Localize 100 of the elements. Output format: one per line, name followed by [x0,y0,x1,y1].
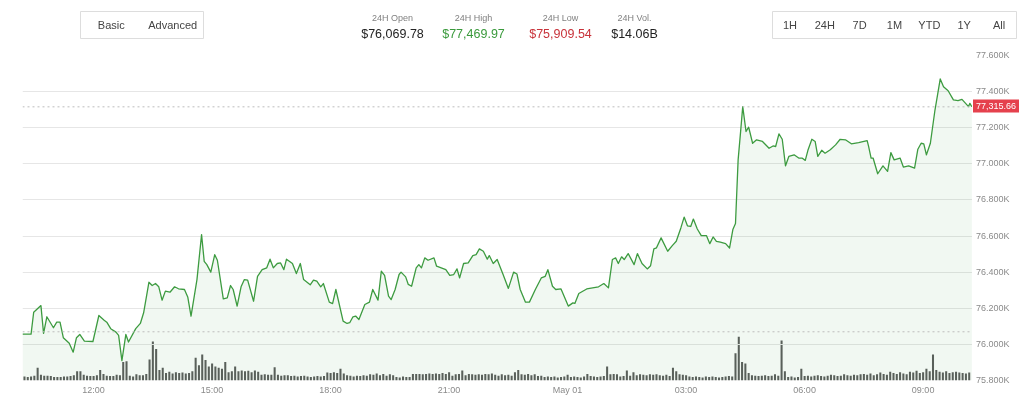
ref-line-label: 77,315.66 [973,99,1020,113]
bar [161,367,164,381]
bar [336,373,339,381]
bar [457,373,461,381]
text: $14.06B [611,26,658,41]
bar [925,368,928,381]
bar [332,372,335,381]
bar [780,340,783,381]
y-tick-label: 77.600K [976,49,1010,60]
bar [141,375,144,381]
bar [286,375,289,381]
bar [250,372,253,381]
bar [342,373,345,381]
x-tick-label: 12:00 [82,384,105,395]
text: 24H Vol. [617,12,652,23]
bar [240,370,243,381]
y-tick-label: 77.000K [976,157,1010,168]
bar [658,375,661,381]
y-tick-label: 76.800K [976,193,1010,204]
bar [244,371,247,381]
bar [441,373,444,381]
x-tick-label: 06:00 [793,384,816,395]
bar [606,366,609,381]
bar [747,373,750,381]
bar [253,370,256,381]
y-tick-label: 75.800K [976,374,1010,385]
bar [122,362,125,381]
bar [421,374,424,381]
bar [174,372,177,381]
bar [425,373,428,381]
bar [675,371,678,381]
text: $77,469.97 [442,26,505,41]
text: All [992,19,1006,31]
bar [339,368,342,381]
y-tick-label: 76.000K [976,338,1010,349]
bar [247,370,250,381]
bar [948,373,951,381]
y-tick-label: 76.600K [976,230,1010,241]
bar [76,371,79,381]
x-tick-label: May 01 [552,384,583,395]
x-tick-label: 09:00 [911,384,935,395]
bar [964,373,967,381]
bar [750,375,753,381]
y-tick-label: 76.400K [976,266,1010,277]
bar [800,368,803,381]
bar [859,374,862,381]
x-tick-label: 18:00 [319,384,342,395]
bar [464,375,467,381]
bar [211,363,214,381]
bar [527,373,530,381]
bar [843,374,846,381]
bar [615,374,619,381]
bar [214,366,217,381]
bar [224,362,227,381]
bar [530,375,533,381]
bar [99,369,102,381]
text: 24H Low [542,12,579,23]
x-tick-label: 21:00 [437,384,461,395]
text: 7D [852,19,867,31]
y-tick-label: 77.400K [976,85,1010,96]
x-tick-label: 15:00 [200,384,224,395]
bar [461,370,464,381]
y-tick-label: 76.200K [976,302,1010,313]
bar [625,370,628,381]
bar [434,373,437,381]
bar [145,373,148,381]
bar [227,372,230,381]
bar [744,363,747,381]
bar [151,341,154,381]
bar [201,354,204,381]
text: $76,069.78 [361,26,424,41]
y-tick-label: 77.200K [976,121,1010,132]
text: 24H High [454,12,493,23]
bar [773,374,777,381]
text: YTD [918,19,941,31]
bar [872,375,875,381]
text: 24H [814,19,835,31]
bar [918,373,921,381]
text: 1H [782,19,798,31]
bar [500,374,503,381]
bar [862,373,865,381]
bar [490,373,493,381]
x-tick-label: 03:00 [674,384,698,395]
bar [816,375,819,381]
text: Advanced [148,19,198,31]
text: $75,909.54 [529,26,592,41]
bar [418,373,421,381]
bar [444,373,447,381]
bar [951,372,954,381]
bar [612,373,615,381]
bar [467,373,470,381]
bar [204,359,207,381]
bar [191,371,194,381]
bar [922,372,925,381]
bar [931,354,935,381]
bar [899,372,902,381]
bar [125,361,128,381]
text: 24H Open [371,12,414,23]
text: 1Y [957,19,972,31]
bar [902,373,905,381]
